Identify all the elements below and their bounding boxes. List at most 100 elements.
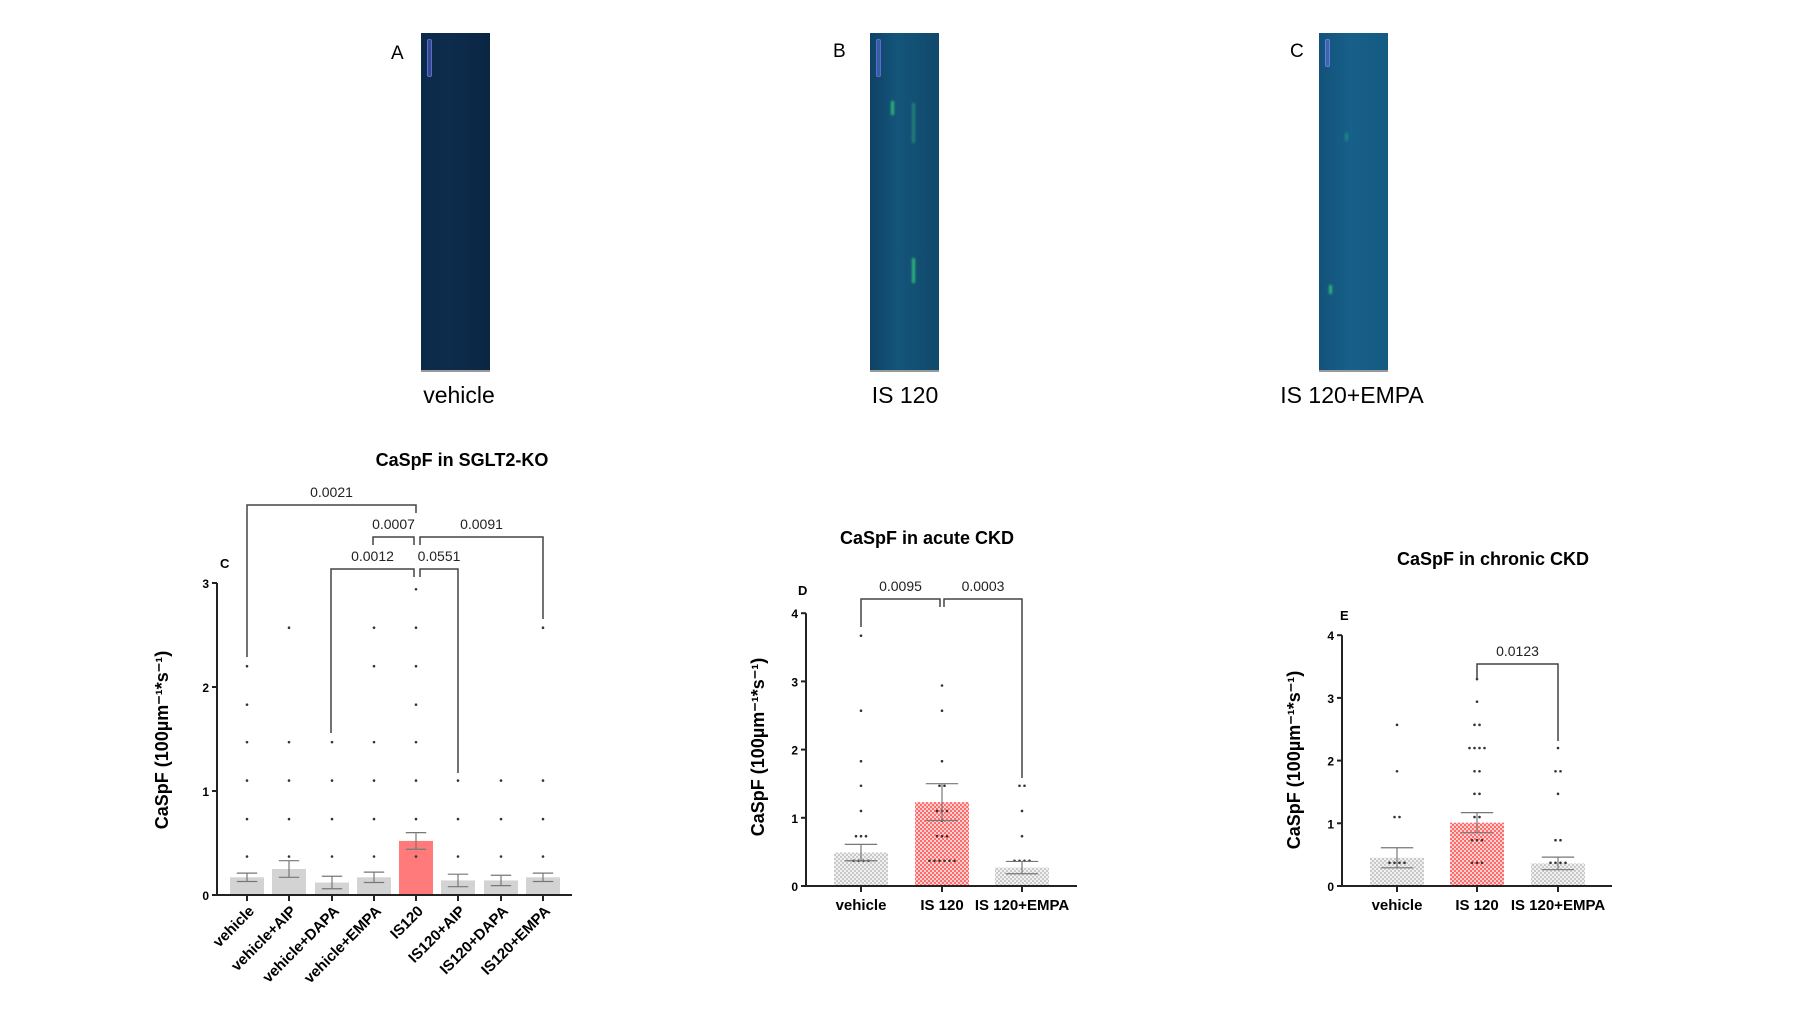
- data-point: [414, 626, 418, 630]
- data-point: [414, 779, 418, 782]
- data-point: [372, 626, 376, 630]
- data-point: [287, 740, 291, 744]
- data-point: [1393, 815, 1396, 819]
- data-point: [456, 817, 460, 821]
- bar-2: [995, 867, 1049, 886]
- significance-bracket: [246, 504, 417, 657]
- panel-letter: C: [220, 556, 230, 571]
- y-axis-label: CaSpF (100µm⁻¹*s⁻¹): [748, 658, 768, 836]
- data-point: [372, 740, 376, 744]
- data-point: [372, 664, 376, 668]
- data-point: [1393, 861, 1396, 865]
- data-point: [935, 809, 939, 813]
- data-point: [414, 664, 418, 668]
- y-axis-label: CaSpF (100µm⁻¹*s⁻¹): [1284, 671, 1304, 849]
- data-point: [1395, 723, 1399, 727]
- data-point: [287, 626, 291, 630]
- y-tick-label: 1: [202, 785, 209, 799]
- data-point: [1478, 723, 1481, 727]
- data-point: [499, 779, 503, 782]
- x-tick-label: vehicle+EMPA: [301, 903, 385, 987]
- data-point: [1018, 784, 1021, 788]
- data-point: [1475, 700, 1479, 703]
- data-point: [859, 784, 863, 788]
- data-point: [1473, 815, 1476, 819]
- data-point: [245, 664, 249, 668]
- p-value-label: 0.0123: [1496, 643, 1539, 659]
- data-point: [1398, 815, 1401, 819]
- data-point: [1473, 746, 1476, 750]
- data-point: [1559, 838, 1562, 842]
- data-point: [859, 834, 863, 838]
- significance-bracket: [372, 536, 415, 545]
- data-point: [245, 779, 249, 782]
- significance-bracket: [860, 598, 941, 627]
- y-tick-label: 2: [202, 681, 209, 695]
- p-value-label: 0.0003: [962, 578, 1005, 594]
- data-point: [940, 684, 944, 687]
- data-point: [943, 859, 946, 863]
- y-axis-label: CaSpF (100µm⁻¹*s⁻¹): [152, 651, 172, 829]
- panel-letter: E: [1340, 608, 1349, 623]
- y-tick-label: 4: [1327, 629, 1334, 643]
- data-point: [938, 859, 941, 863]
- data-point: [1554, 861, 1557, 865]
- data-point: [1395, 769, 1399, 773]
- significance-bracket: [419, 568, 459, 773]
- x-tick-label: vehicle: [1372, 897, 1423, 914]
- data-point: [1480, 861, 1484, 865]
- significance-bracket: [1476, 663, 1559, 741]
- linescan-image-is120-empa: [1319, 33, 1388, 372]
- data-point: [1020, 809, 1024, 813]
- x-tick-label: IS 120: [920, 897, 963, 914]
- data-point: [1478, 815, 1481, 819]
- p-value-label: 0.0095: [879, 578, 922, 594]
- data-point: [953, 859, 956, 863]
- data-point: [245, 817, 249, 821]
- data-point: [1470, 861, 1474, 865]
- data-point: [1554, 769, 1557, 773]
- bar-3: [357, 877, 391, 895]
- y-tick-label: 2: [791, 744, 798, 758]
- data-point: [1556, 746, 1560, 750]
- data-point: [864, 834, 868, 838]
- panel-letter-a: A: [391, 43, 404, 64]
- data-point: [948, 859, 951, 863]
- chart-title: CaSpF in SGLT2-KO: [376, 450, 549, 470]
- bar-2: [1531, 863, 1585, 886]
- data-point: [1468, 746, 1471, 750]
- data-point: [245, 703, 249, 706]
- data-point: [859, 809, 863, 813]
- data-point: [1473, 769, 1476, 773]
- data-point: [1470, 838, 1474, 842]
- x-tick-label: vehicle: [836, 897, 887, 914]
- bar-5: [441, 880, 475, 895]
- data-point: [541, 626, 545, 630]
- significance-bracket: [330, 568, 415, 733]
- data-point: [1475, 861, 1479, 865]
- data-point: [1480, 838, 1484, 842]
- data-point: [1478, 769, 1481, 773]
- data-point: [1478, 746, 1481, 750]
- calcium-spark: [1329, 285, 1332, 294]
- panel-letter: D: [798, 583, 807, 598]
- data-point: [1483, 746, 1486, 750]
- data-point: [330, 855, 334, 858]
- data-point: [1023, 784, 1026, 788]
- data-point: [945, 809, 949, 813]
- data-point: [499, 855, 503, 858]
- data-point: [414, 817, 418, 821]
- data-point: [859, 759, 863, 763]
- caption-vehicle: vehicle: [423, 382, 495, 408]
- panel-letter-b: B: [833, 41, 846, 62]
- calcium-spark: [912, 103, 915, 143]
- p-value-label: 0.0551: [418, 548, 461, 564]
- y-tick-label: 0: [1327, 880, 1334, 894]
- panel-letter-c: C: [1290, 41, 1304, 62]
- data-point: [245, 855, 249, 858]
- linescan-image-vehicle: [421, 33, 490, 372]
- data-point: [456, 855, 460, 858]
- data-point: [330, 817, 334, 821]
- data-point: [541, 855, 545, 858]
- data-point: [414, 703, 418, 706]
